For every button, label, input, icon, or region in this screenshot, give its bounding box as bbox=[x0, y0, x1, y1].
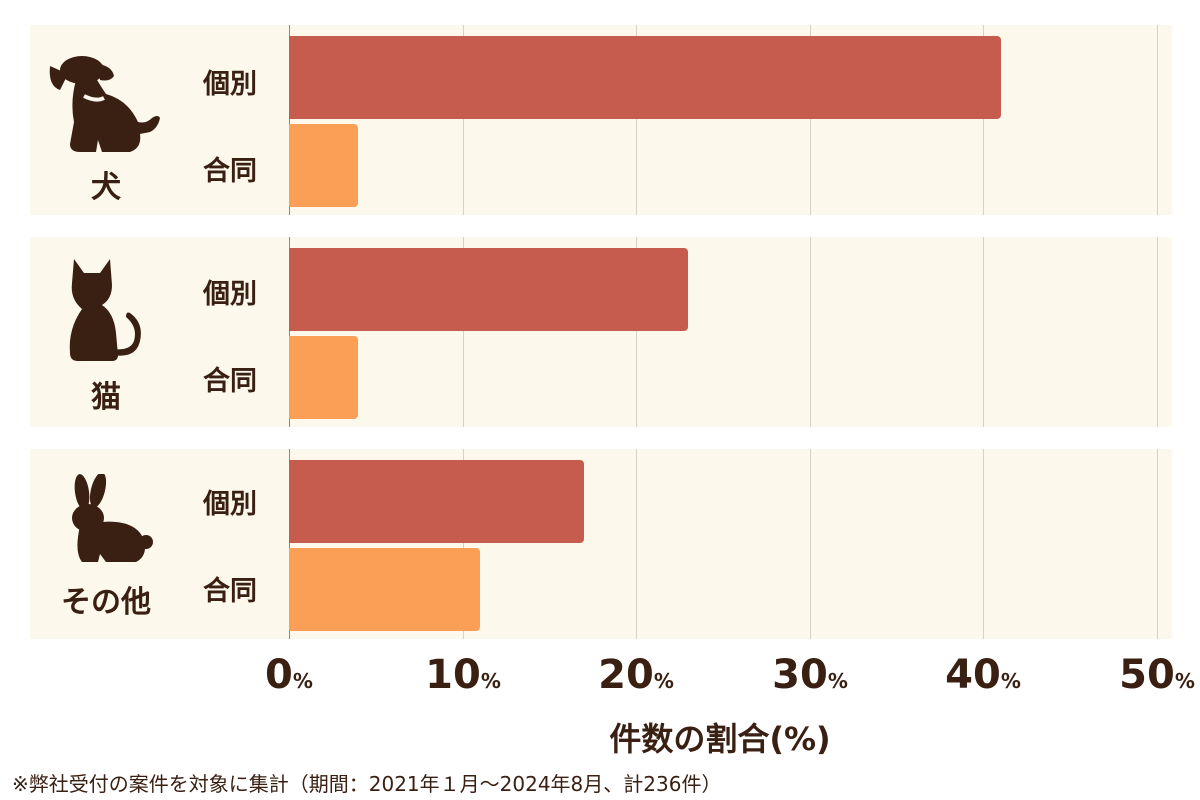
axis-line-cat bbox=[289, 237, 290, 427]
bar-cat-joint bbox=[289, 336, 358, 419]
x-tick-label-30: 30% bbox=[772, 652, 848, 698]
bar-label-other-joint: 合同 bbox=[203, 576, 257, 607]
bar-dog-individual bbox=[289, 36, 1001, 119]
grid-line-40-other bbox=[983, 449, 984, 639]
bar-other-individual bbox=[289, 460, 584, 543]
axis-line-dog bbox=[289, 25, 290, 215]
grid-line-50-other bbox=[1157, 449, 1158, 639]
bar-label-cat-joint: 合同 bbox=[203, 366, 257, 397]
cat-icon bbox=[69, 259, 141, 361]
x-tick-label-40: 40% bbox=[945, 652, 1021, 698]
rabbit-icon bbox=[72, 474, 153, 562]
bar-label-dog-joint: 合同 bbox=[203, 156, 257, 187]
grid-line-20-cat bbox=[636, 237, 637, 427]
x-tick-label-0: 0% bbox=[265, 652, 313, 698]
grid-line-10-dog bbox=[463, 25, 464, 215]
bar-label-dog-individual: 個別 bbox=[203, 69, 257, 100]
x-tick-label-50: 50% bbox=[1119, 652, 1195, 698]
bar-label-other-individual: 個別 bbox=[203, 489, 257, 520]
grid-line-10-cat bbox=[463, 237, 464, 427]
dog-icon bbox=[49, 56, 160, 152]
grid-line-50-cat bbox=[1157, 237, 1158, 427]
panel-other bbox=[30, 449, 1172, 639]
axis-line-other bbox=[289, 449, 290, 639]
group-label-other: その他 bbox=[61, 585, 151, 620]
x-tick-label-20: 20% bbox=[598, 652, 674, 698]
footnote: ※弊社受付の案件を対象に集計（期間：2021年１月～2024年8月、計236件） bbox=[12, 772, 722, 796]
grid-line-50-dog bbox=[1157, 25, 1158, 215]
bar-dog-joint bbox=[289, 124, 358, 207]
grid-line-40-dog bbox=[983, 25, 984, 215]
grid-line-40-cat bbox=[983, 237, 984, 427]
x-axis-label: 件数の割合(%) bbox=[609, 720, 831, 758]
bar-label-cat-individual: 個別 bbox=[203, 279, 257, 310]
grid-line-10-other bbox=[463, 449, 464, 639]
grid-line-20-other bbox=[636, 449, 637, 639]
group-label-cat: 猫 bbox=[91, 380, 121, 415]
grid-line-30-cat bbox=[810, 237, 811, 427]
bar-cat-individual bbox=[289, 248, 688, 331]
x-tick-label-10: 10% bbox=[425, 652, 501, 698]
bar-other-joint bbox=[289, 548, 480, 631]
grid-line-30-other bbox=[810, 449, 811, 639]
grid-line-30-dog bbox=[810, 25, 811, 215]
grid-line-20-dog bbox=[636, 25, 637, 215]
group-label-dog: 犬 bbox=[91, 170, 121, 205]
